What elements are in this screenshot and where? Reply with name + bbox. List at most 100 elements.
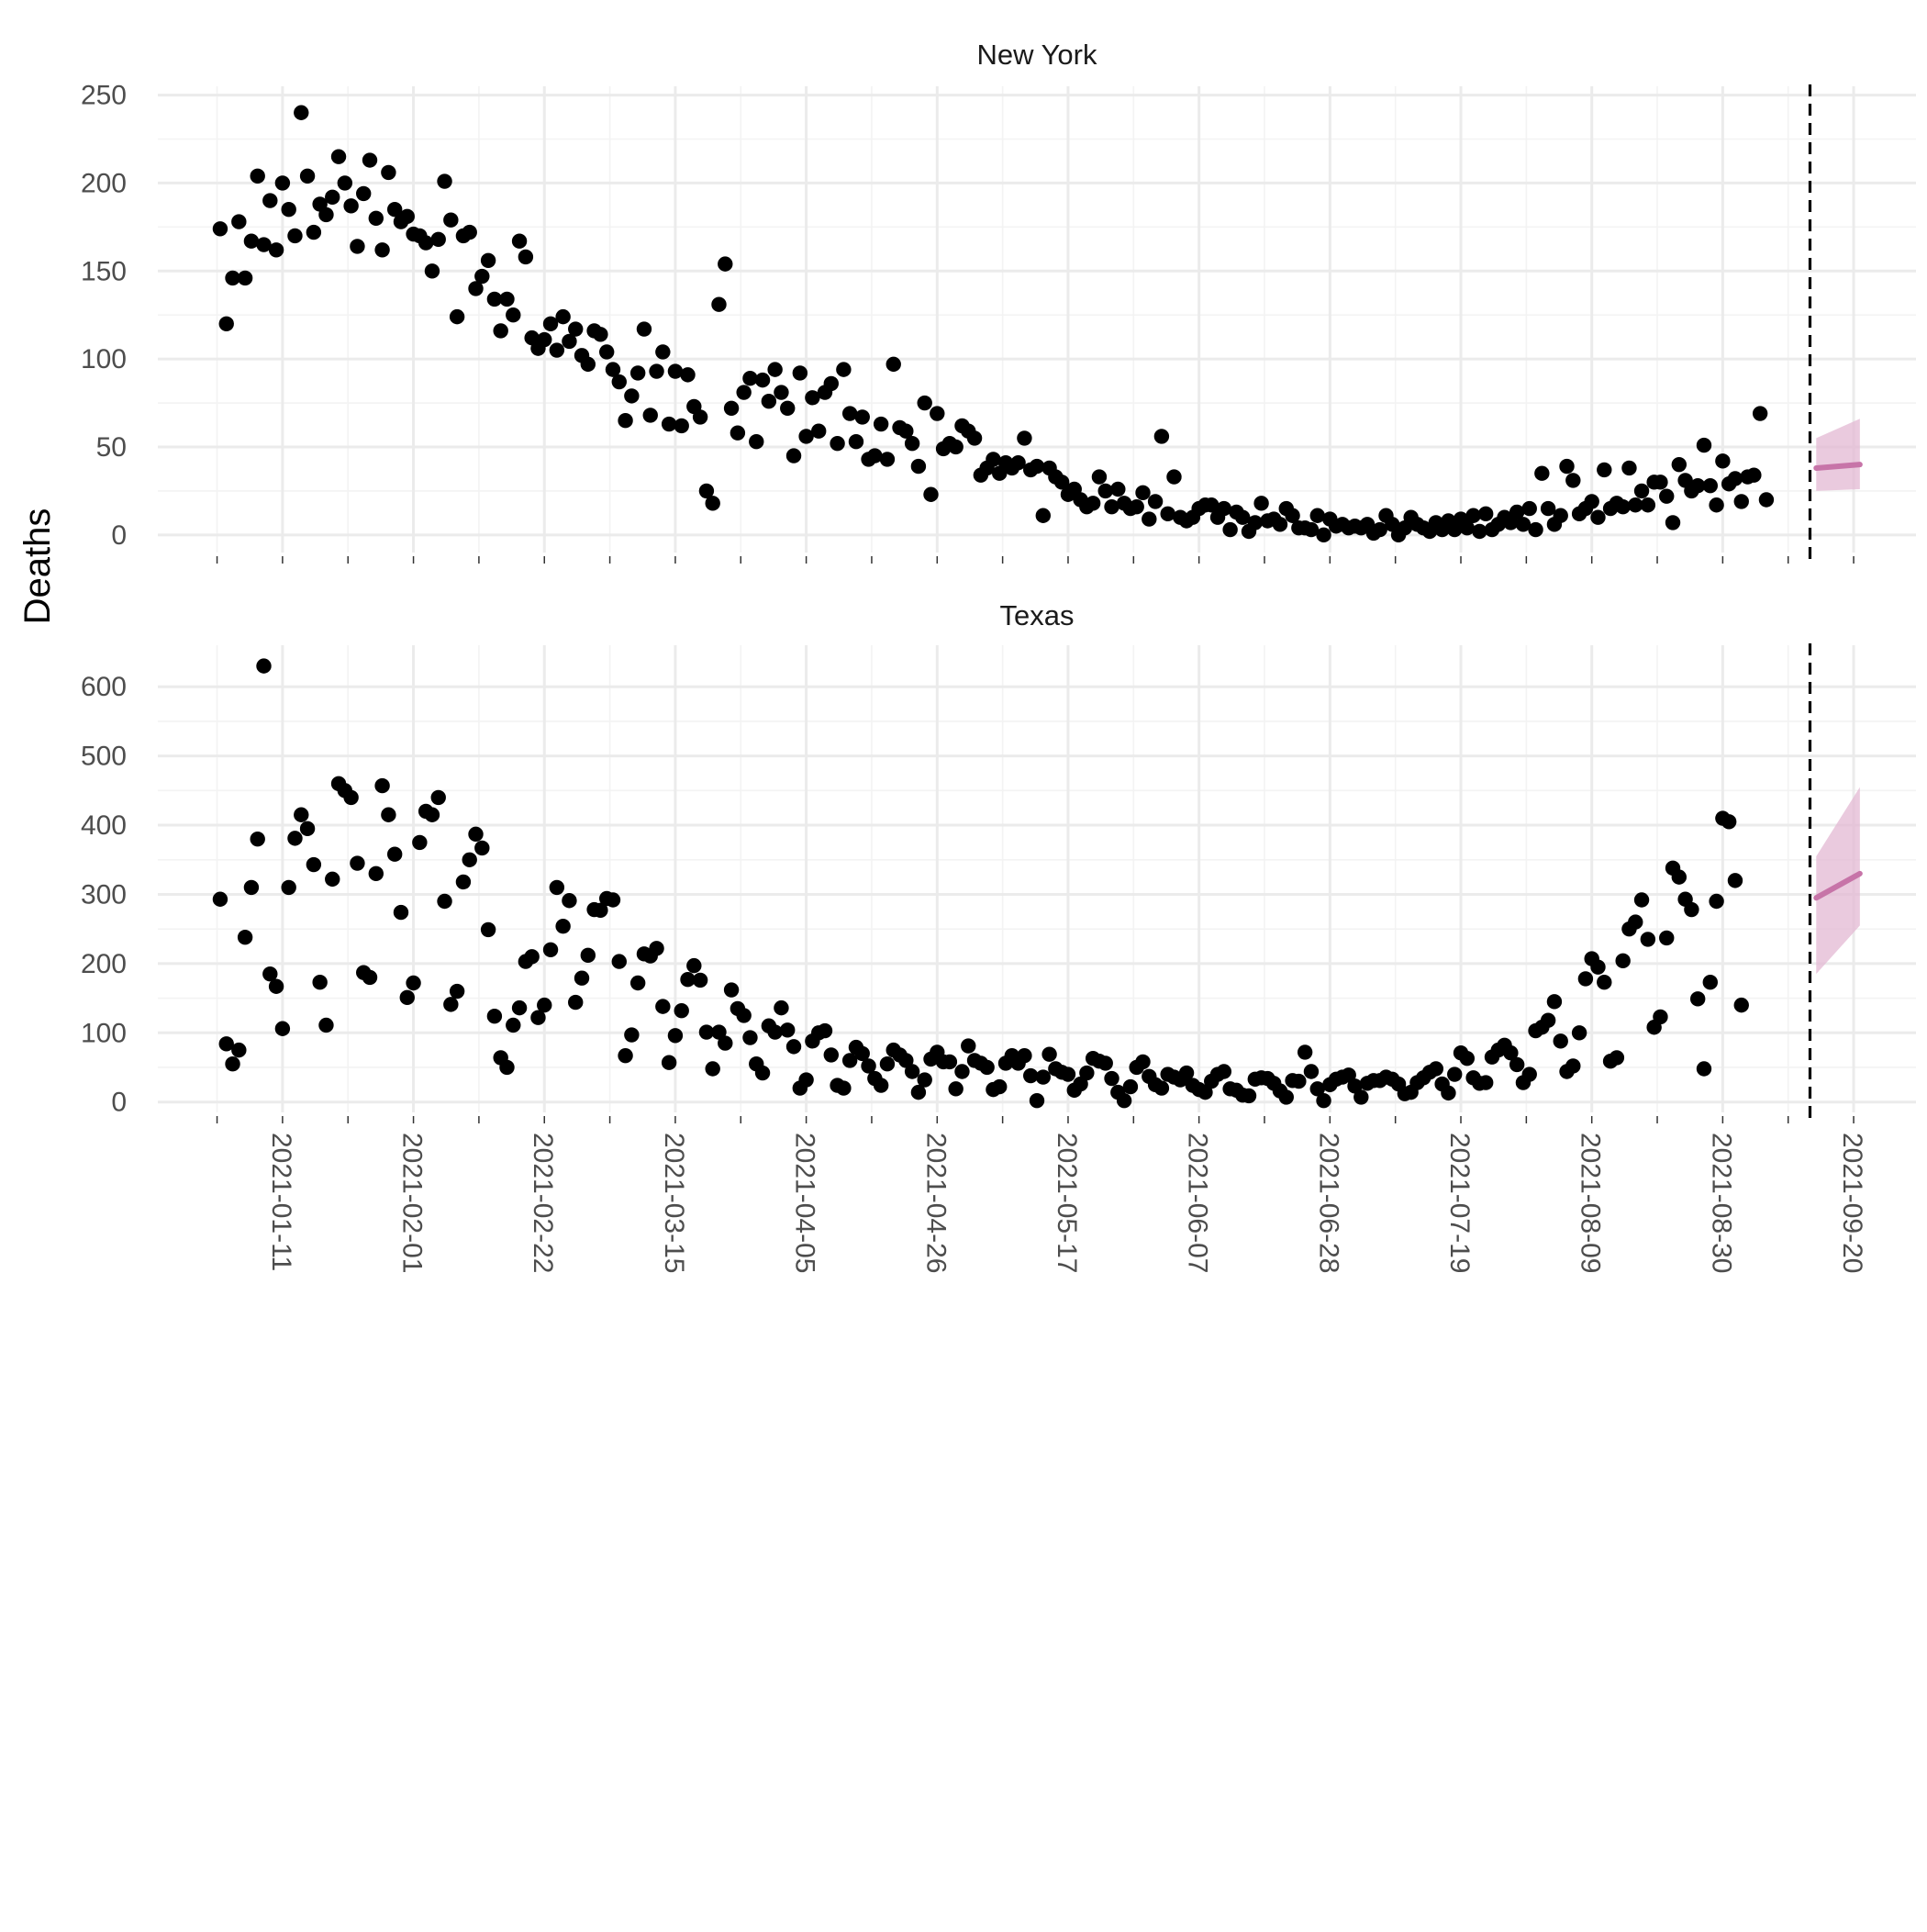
data-point <box>412 834 428 851</box>
x-tick-label: 2021-09-20 <box>1837 1133 1867 1273</box>
data-point <box>1029 458 1045 475</box>
data-point <box>1079 1065 1095 1081</box>
y-tick-label: 400 <box>81 810 127 841</box>
data-point <box>568 321 584 337</box>
data-point <box>979 1059 995 1076</box>
data-point <box>480 921 496 938</box>
data-point <box>780 1022 796 1038</box>
data-point <box>555 308 571 325</box>
data-point <box>810 423 827 439</box>
data-point <box>1509 1056 1525 1073</box>
data-point <box>823 1047 839 1063</box>
data-point <box>861 1058 876 1074</box>
data-point <box>1285 508 1300 523</box>
data-point <box>1247 515 1264 530</box>
data-point <box>1073 1076 1088 1092</box>
data-point <box>1540 1012 1556 1028</box>
data-point <box>698 483 715 499</box>
data-point <box>705 1061 720 1077</box>
data-point <box>879 1056 896 1072</box>
data-point <box>1709 497 1724 513</box>
data-point <box>330 149 347 164</box>
data-point <box>1085 496 1101 511</box>
data-point <box>761 393 777 409</box>
data-point <box>218 1036 234 1052</box>
data-point <box>1590 959 1606 975</box>
panel-texas: Texas 0 100 200 300 400 500 600 <box>81 599 1916 1123</box>
data-point <box>537 997 552 1013</box>
data-point <box>542 316 559 331</box>
data-point <box>718 256 733 272</box>
data-point <box>562 333 577 350</box>
data-point <box>1459 1050 1476 1067</box>
data-point <box>1472 523 1487 540</box>
data-point <box>237 270 253 286</box>
data-point <box>873 1078 889 1093</box>
y-tick-label: 100 <box>81 344 127 374</box>
data-point <box>605 892 621 908</box>
data-point <box>867 448 883 463</box>
data-point <box>580 947 596 964</box>
data-point <box>518 249 534 265</box>
data-point <box>424 807 440 822</box>
y-tick-label: 100 <box>81 1018 127 1048</box>
data-point <box>1178 1065 1195 1081</box>
data-point <box>898 1053 914 1068</box>
data-point <box>1503 1044 1519 1061</box>
data-point <box>841 406 858 421</box>
data-point <box>1017 1047 1032 1064</box>
x-tick-label: 2021-08-30 <box>1706 1133 1736 1273</box>
data-point <box>1017 430 1032 446</box>
data-point <box>805 390 820 406</box>
data-point <box>692 972 708 988</box>
data-point <box>854 1045 870 1062</box>
data-point <box>294 807 309 822</box>
data-point <box>212 221 228 237</box>
x-tick-label: 2021-02-22 <box>528 1133 558 1273</box>
data-point <box>767 362 783 377</box>
data-point <box>1160 506 1175 522</box>
data-point <box>817 1022 833 1039</box>
data-point <box>268 242 284 258</box>
data-point <box>910 458 927 475</box>
y-tick-label: 300 <box>81 879 127 910</box>
data-point <box>1459 519 1476 536</box>
data-point <box>767 1024 783 1040</box>
data-point <box>218 316 234 331</box>
data-point <box>836 1080 852 1096</box>
data-point <box>1147 494 1164 509</box>
data-point <box>1689 477 1706 494</box>
data-point <box>898 423 914 439</box>
data-point <box>1353 1089 1369 1105</box>
data-point <box>1477 506 1494 522</box>
data-point <box>948 1081 964 1097</box>
data-point <box>1584 494 1599 509</box>
data-point <box>1104 498 1119 515</box>
data-point <box>1116 1092 1132 1109</box>
data-point <box>281 201 296 218</box>
data-point <box>1347 1078 1363 1094</box>
data-point <box>1241 1088 1257 1104</box>
data-point <box>1515 517 1532 532</box>
data-point <box>736 1008 752 1023</box>
data-point <box>954 1064 970 1079</box>
data-point <box>718 1035 733 1051</box>
x-tick-label: 2021-04-05 <box>790 1133 820 1273</box>
data-point <box>1222 521 1238 538</box>
y-tick-label: 600 <box>81 672 127 702</box>
data-point <box>430 231 446 247</box>
x-tick-label: 2021-05-17 <box>1052 1133 1082 1273</box>
data-point <box>437 893 452 910</box>
data-point <box>879 452 896 467</box>
data-point <box>1441 1085 1456 1101</box>
data-point <box>374 777 390 794</box>
data-point <box>966 430 983 446</box>
data-point <box>381 807 396 822</box>
x-tick-label: 2021-06-28 <box>1313 1133 1343 1273</box>
data-point <box>711 1024 727 1040</box>
data-point <box>1752 406 1768 421</box>
data-point <box>362 969 378 986</box>
data-point <box>386 846 403 862</box>
data-point <box>1204 497 1220 513</box>
data-point <box>1640 497 1656 513</box>
